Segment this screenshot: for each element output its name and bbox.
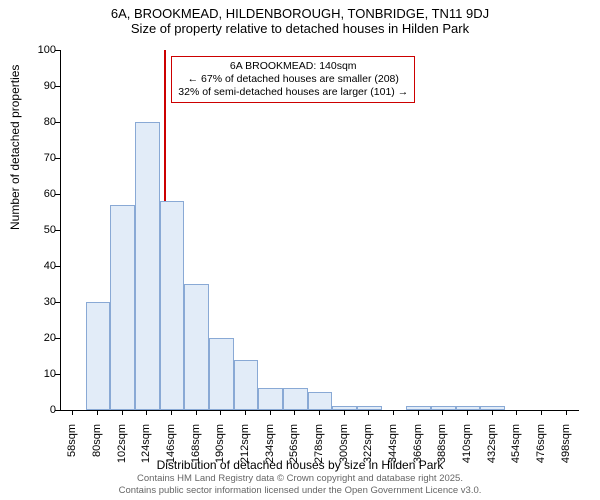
y-tick-label: 100 — [30, 44, 56, 56]
x-tick-mark — [418, 410, 419, 415]
y-tick-mark — [55, 410, 60, 411]
x-tick-mark — [270, 410, 271, 415]
x-tick-mark — [319, 410, 320, 415]
y-tick-mark — [55, 86, 60, 87]
y-tick-label: 90 — [30, 80, 56, 92]
histogram-bar — [135, 122, 160, 410]
x-tick-mark — [245, 410, 246, 415]
y-tick-label: 30 — [30, 296, 56, 308]
x-tick-mark — [171, 410, 172, 415]
y-tick-mark — [55, 50, 60, 51]
histogram-bar — [110, 205, 135, 410]
x-tick-label: 476sqm — [535, 424, 547, 469]
info-box: 6A BROOKMEAD: 140sqm ← 67% of detached h… — [171, 56, 415, 103]
footer: Contains HM Land Registry data © Crown c… — [0, 473, 600, 497]
x-tick-mark — [368, 410, 369, 415]
histogram-bar — [332, 406, 357, 410]
x-tick-mark — [566, 410, 567, 415]
histogram-bar — [209, 338, 234, 410]
histogram-bar — [184, 284, 209, 410]
x-tick-label: 124sqm — [140, 424, 152, 469]
histogram-bar — [357, 406, 382, 410]
x-tick-mark — [442, 410, 443, 415]
x-tick-label: 300sqm — [338, 424, 350, 469]
y-tick-mark — [55, 158, 60, 159]
info-line-2: ← 67% of detached houses are smaller (20… — [178, 73, 408, 86]
y-tick-mark — [55, 230, 60, 231]
x-tick-label: 410sqm — [461, 424, 473, 469]
x-tick-mark — [220, 410, 221, 415]
x-tick-mark — [122, 410, 123, 415]
histogram-bar — [160, 201, 185, 410]
info-line-3: 32% of semi-detached houses are larger (… — [178, 86, 408, 99]
y-tick-label: 60 — [30, 188, 56, 200]
x-tick-mark — [516, 410, 517, 415]
x-tick-mark — [294, 410, 295, 415]
x-tick-label: 498sqm — [560, 424, 572, 469]
histogram-bar — [431, 406, 456, 410]
y-axis-label: Number of detached properties — [8, 65, 22, 230]
x-tick-label: 102sqm — [116, 424, 128, 469]
x-tick-label: 344sqm — [387, 424, 399, 469]
plot-area: 6A BROOKMEAD: 140sqm ← 67% of detached h… — [60, 50, 579, 411]
histogram-bar — [406, 406, 431, 410]
x-tick-mark — [146, 410, 147, 415]
x-tick-mark — [196, 410, 197, 415]
info-line-1: 6A BROOKMEAD: 140sqm — [178, 60, 408, 73]
x-tick-label: 278sqm — [313, 424, 325, 469]
x-tick-mark — [492, 410, 493, 415]
histogram-bar — [86, 302, 111, 410]
x-tick-label: 388sqm — [436, 424, 448, 469]
y-tick-label: 50 — [30, 224, 56, 236]
x-tick-label: 234sqm — [264, 424, 276, 469]
footer-line-1: Contains HM Land Registry data © Crown c… — [0, 473, 600, 485]
x-tick-label: 212sqm — [239, 424, 251, 469]
x-tick-label: 168sqm — [190, 424, 202, 469]
x-tick-mark — [344, 410, 345, 415]
y-tick-label: 10 — [30, 368, 56, 380]
y-tick-mark — [55, 266, 60, 267]
y-tick-label: 70 — [30, 152, 56, 164]
chart-title-sub: Size of property relative to detached ho… — [0, 21, 600, 40]
histogram-bar — [480, 406, 505, 410]
y-tick-mark — [55, 122, 60, 123]
x-tick-label: 366sqm — [412, 424, 424, 469]
histogram-bar — [234, 360, 259, 410]
x-tick-label: 432sqm — [486, 424, 498, 469]
y-tick-mark — [55, 194, 60, 195]
x-tick-mark — [97, 410, 98, 415]
footer-line-2: Contains public sector information licen… — [0, 485, 600, 497]
y-tick-label: 20 — [30, 332, 56, 344]
x-tick-label: 322sqm — [362, 424, 374, 469]
y-tick-label: 0 — [30, 404, 56, 416]
histogram-bar — [258, 388, 283, 410]
histogram-bar — [308, 392, 333, 410]
x-tick-mark — [541, 410, 542, 415]
y-tick-mark — [55, 338, 60, 339]
chart-title-main: 6A, BROOKMEAD, HILDENBOROUGH, TONBRIDGE,… — [0, 0, 600, 21]
histogram-bar — [283, 388, 308, 410]
y-tick-mark — [55, 302, 60, 303]
x-tick-label: 58sqm — [66, 424, 78, 469]
x-tick-label: 190sqm — [214, 424, 226, 469]
x-tick-label: 80sqm — [91, 424, 103, 469]
y-tick-mark — [55, 374, 60, 375]
x-tick-mark — [467, 410, 468, 415]
y-tick-label: 80 — [30, 116, 56, 128]
x-tick-label: 146sqm — [165, 424, 177, 469]
x-tick-mark — [393, 410, 394, 415]
y-tick-label: 40 — [30, 260, 56, 272]
x-tick-mark — [72, 410, 73, 415]
x-tick-label: 256sqm — [288, 424, 300, 469]
x-tick-label: 454sqm — [510, 424, 522, 469]
